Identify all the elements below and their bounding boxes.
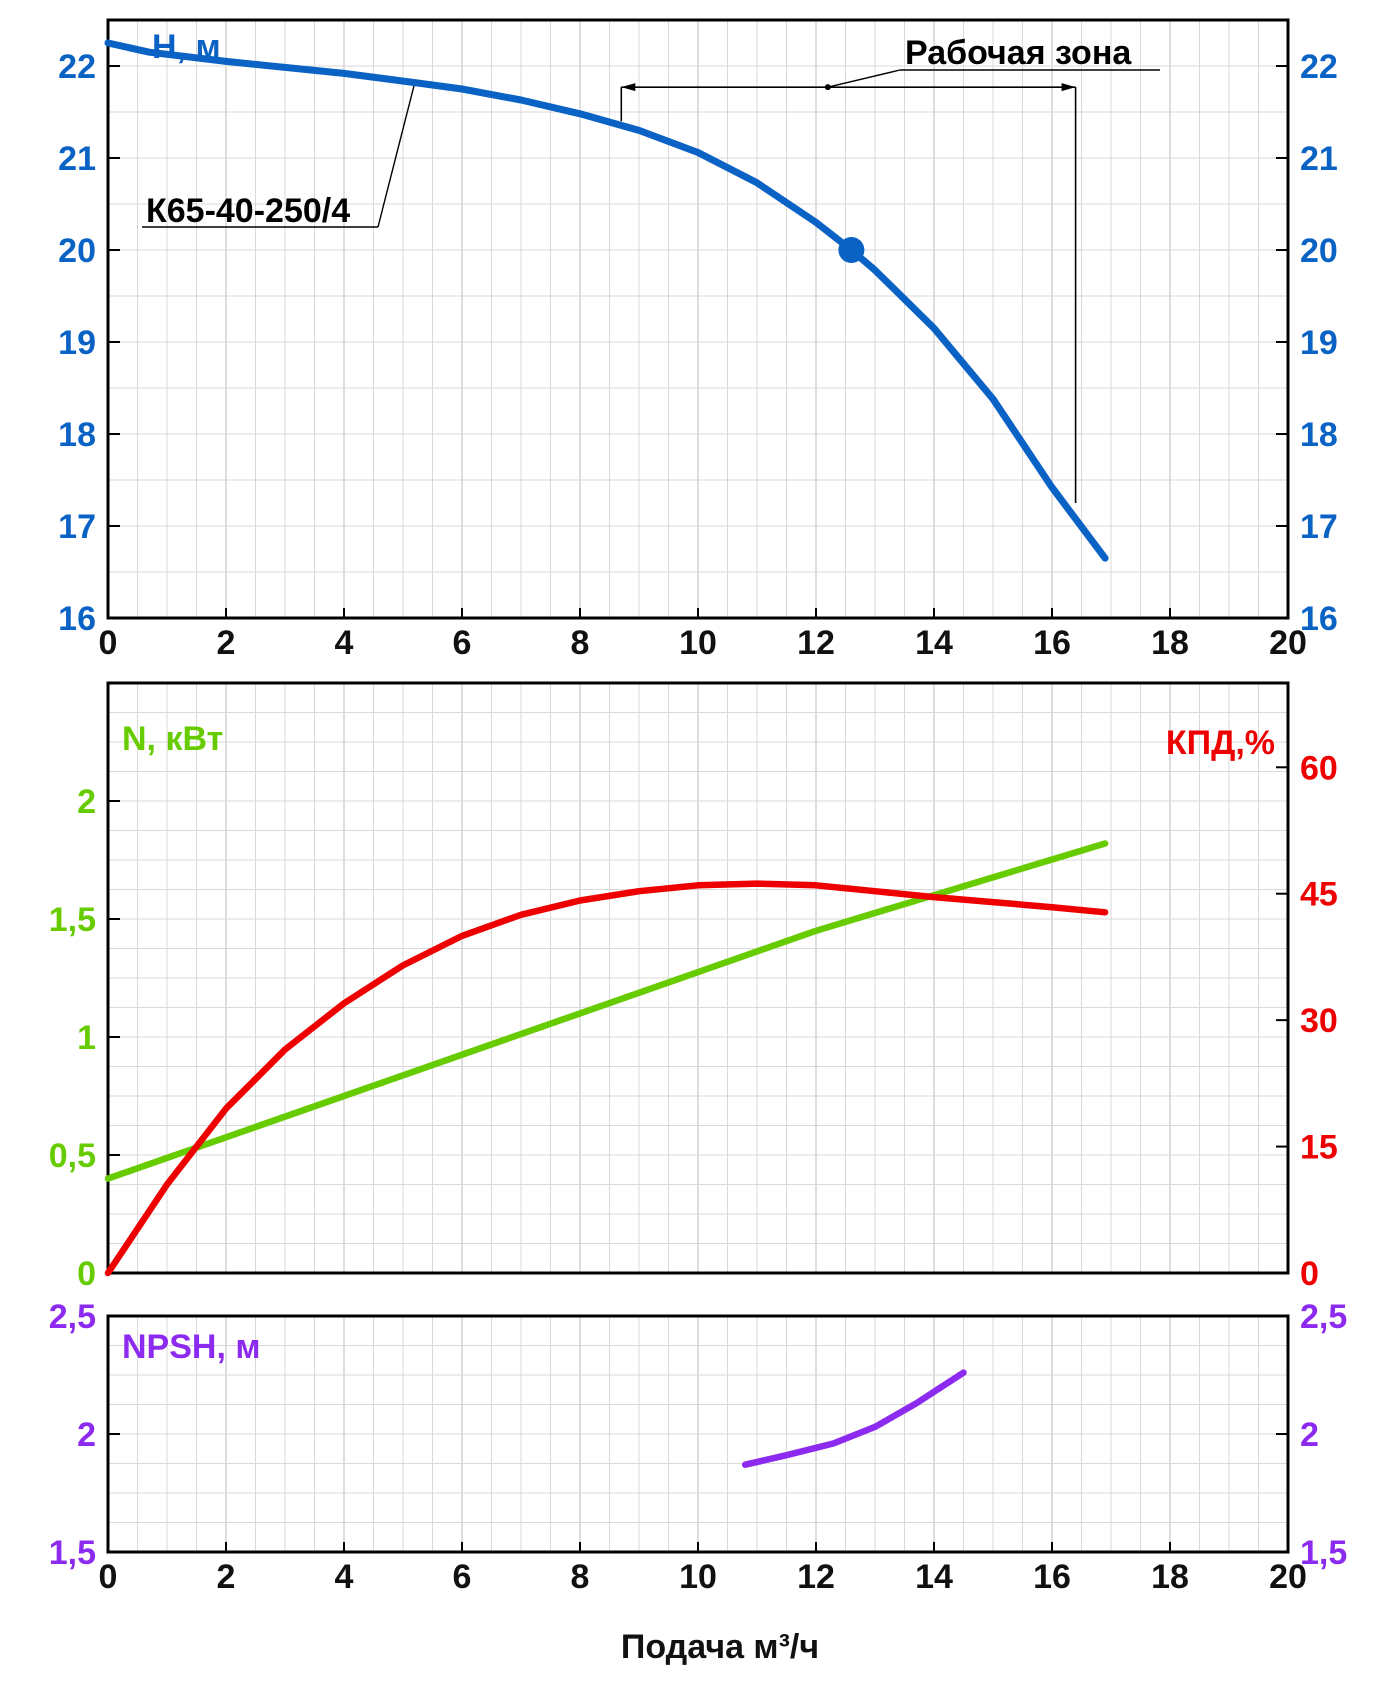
x-tick-label: 4 [335, 624, 354, 662]
x-tick-label: 0 [99, 1558, 118, 1596]
x-tick-label: 14 [915, 624, 953, 662]
x-tick-label: 8 [571, 624, 590, 662]
x-tick-label: 14 [915, 1558, 953, 1596]
npsh-axis-label: NPSH, м [122, 1328, 261, 1366]
efficiency-y-tick-label: 45 [1300, 876, 1338, 914]
npsh-grid [107, 1315, 1289, 1553]
head-annotations: Рабочая зона К65-40-250/4 [142, 34, 1160, 503]
x-tick-label: 20 [1269, 1558, 1307, 1596]
head-y-tick-right-label: 20 [1300, 232, 1338, 270]
x-tick-label: 16 [1033, 624, 1071, 662]
head-curve [104, 39, 1109, 562]
head-y-tick-left-label: 21 [58, 140, 96, 178]
x-tick-label: 0 [99, 624, 118, 662]
working-zone-arrow-right [1061, 83, 1076, 92]
x-tick-label: 6 [453, 1558, 472, 1596]
head-y-tick-left-label: 16 [58, 600, 96, 638]
efficiency-y-tick-label: 15 [1300, 1129, 1338, 1167]
head-series [104, 39, 1109, 562]
npsh-y-tick-left-label: 2,5 [49, 1298, 96, 1336]
power-efficiency-axes: 0 0,5 1 1,5 2 0 15 30 45 60 [49, 749, 1338, 1293]
npsh-curve [741, 1369, 967, 1468]
x-tick-label: 12 [797, 1558, 835, 1596]
power-efficiency-series [104, 840, 1109, 1277]
head-y-tick-right-label: 16 [1300, 600, 1338, 638]
working-zone-label: Рабочая зона [905, 34, 1132, 72]
power-y-tick-label: 1,5 [49, 901, 96, 939]
efficiency-axis-label: КПД,% [1166, 724, 1275, 762]
efficiency-y-tick-label: 60 [1300, 749, 1338, 787]
power-y-tick-label: 0,5 [49, 1137, 96, 1175]
power-efficiency-frame [106, 681, 1290, 1275]
npsh-y-tick-right-label: 2 [1300, 1416, 1319, 1454]
head-axes: 0 2 4 6 8 10 12 14 16 18 2016171819202122161718192… [58, 48, 1338, 662]
head-y-tick-right-label: 21 [1300, 140, 1338, 178]
x-tick-label: 2 [217, 624, 236, 662]
power-curve [104, 840, 1109, 1182]
x-tick-label: 10 [679, 624, 717, 662]
power-efficiency-panel: 0 0,5 1 1,5 2 0 15 30 45 60 N, кВт КПД,% [49, 681, 1338, 1293]
x-tick-label: 18 [1151, 624, 1189, 662]
head-y-tick-left-label: 22 [58, 48, 96, 86]
x-tick-label: 4 [335, 1558, 354, 1596]
npsh-y-tick-right-label: 1,5 [1300, 1534, 1347, 1572]
head-y-tick-right-label: 22 [1300, 48, 1338, 86]
power-y-tick-label: 1 [77, 1019, 96, 1057]
npsh-axes: 0 2 4 6 8 10 12 14 16 18 201,522,51,522,5 [49, 1298, 1348, 1596]
head-y-tick-left-label: 17 [58, 508, 96, 546]
efficiency-y-tick-label: 0 [1300, 1255, 1319, 1293]
x-tick-label: 20 [1269, 624, 1307, 662]
operating-point [838, 237, 865, 263]
npsh-panel: 0 2 4 6 8 10 12 14 16 18 201,522,51,522,5 NPSH, м [49, 1298, 1348, 1596]
power-axis-label: N, кВт [122, 720, 223, 758]
npsh-y-tick-right-label: 2,5 [1300, 1298, 1347, 1336]
x-tick-label: 18 [1151, 1558, 1189, 1596]
head-y-tick-right-label: 17 [1300, 508, 1338, 546]
x-tick-label: 2 [217, 1558, 236, 1596]
working-zone-leader-dot [824, 84, 831, 91]
npsh-series [741, 1369, 967, 1468]
power-y-tick-label: 2 [77, 783, 96, 821]
head-y-tick-left-label: 20 [58, 232, 96, 270]
head-y-tick-right-label: 18 [1300, 416, 1338, 454]
model-leader [377, 82, 416, 228]
head-y-tick-right-label: 19 [1300, 324, 1338, 362]
power-efficiency-grid [107, 682, 1289, 1274]
power-y-tick-label: 0 [77, 1255, 96, 1293]
npsh-y-tick-left-label: 1,5 [49, 1534, 96, 1572]
x-tick-label: 10 [679, 1558, 717, 1596]
x-tick-label: 6 [453, 624, 472, 662]
model-label: К65-40-250/4 [146, 192, 350, 230]
working-zone-arrow-left [621, 83, 636, 92]
efficiency-y-tick-label: 30 [1300, 1002, 1338, 1040]
x-tick-label: 12 [797, 624, 835, 662]
working-zone-leader [827, 69, 901, 88]
head-axis-label: H, м [152, 28, 221, 66]
efficiency-curve [104, 880, 1109, 1277]
head-y-tick-left-label: 18 [58, 416, 96, 454]
x-tick-label: 8 [571, 1558, 590, 1596]
x-axis-title: Подача м³/ч [621, 1628, 819, 1666]
x-tick-label: 16 [1033, 1558, 1071, 1596]
npsh-y-tick-left-label: 2 [77, 1416, 96, 1454]
head-y-tick-left-label: 19 [58, 324, 96, 362]
head-panel: 0 2 4 6 8 10 12 14 16 18 2016171819202122161718192… [58, 18, 1338, 662]
head-grid [107, 19, 1289, 619]
